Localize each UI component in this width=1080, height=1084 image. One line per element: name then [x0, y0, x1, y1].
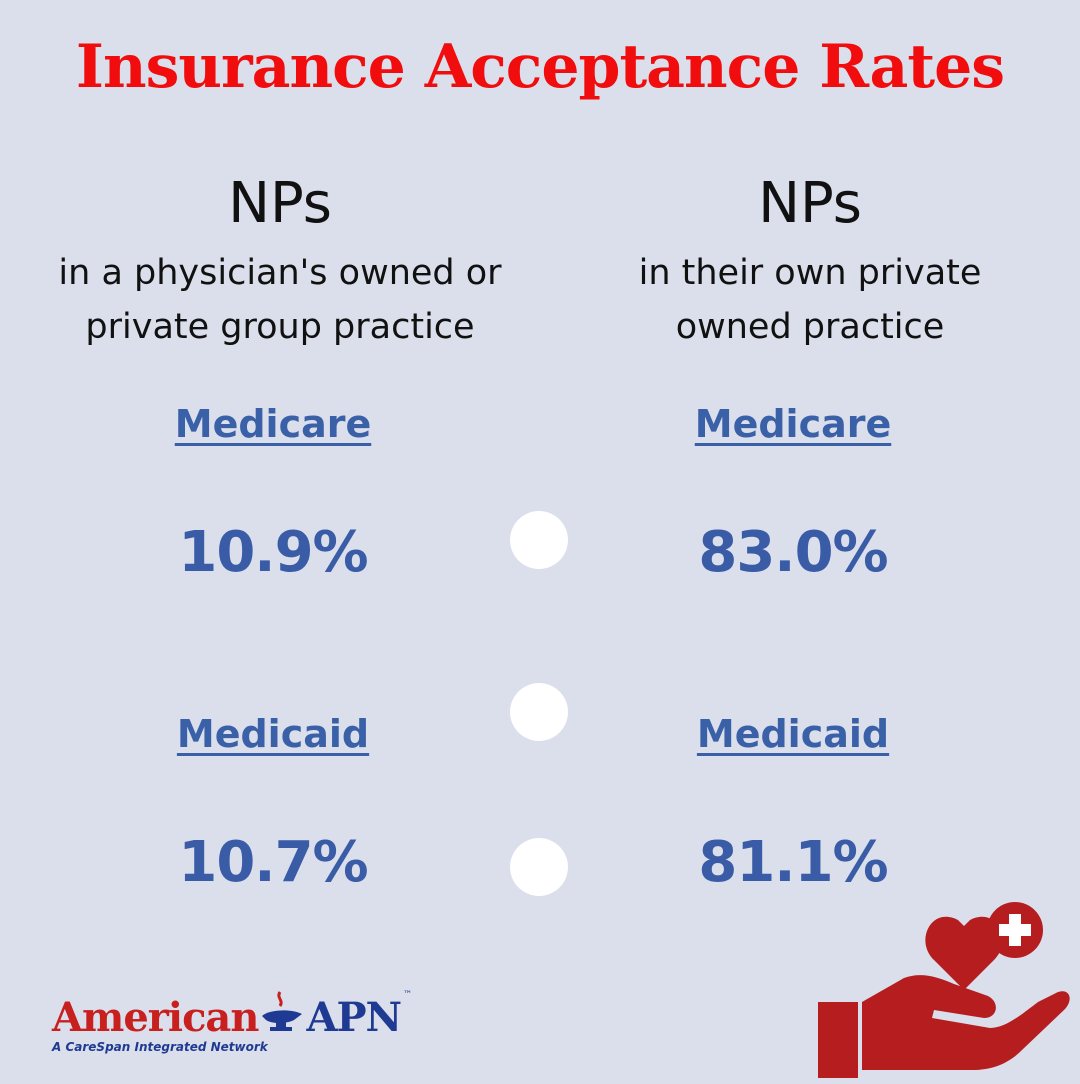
medicare-link-right[interactable]: Medicare — [694, 402, 892, 446]
column-header-physician-practice: NPs in a physician's owned or private gr… — [10, 176, 550, 354]
medicaid-rate-left: 10.7% — [178, 830, 368, 895]
medicaid-link-right[interactable]: Medicaid — [696, 712, 890, 756]
american-apn-logo: American APN ™ A CareSpan Integrated Net… — [52, 990, 412, 1054]
page-title: Insurance Acceptance Rates — [75, 32, 1005, 102]
medicare-rate-right: 83.0% — [698, 520, 888, 585]
description-line: private group practice — [85, 307, 475, 347]
column-description: in a physician's owned or private group … — [10, 246, 550, 354]
logo-brand-part2: APN — [306, 994, 402, 1041]
lamp-icon — [258, 990, 306, 1038]
medicaid-link-left[interactable]: Medicaid — [176, 712, 370, 756]
divider-dot — [510, 511, 568, 569]
divider-dot — [510, 683, 568, 741]
divider-dot — [510, 838, 568, 896]
logo-brand-part1: American — [52, 994, 259, 1041]
column-header-own-practice: NPs in their own private owned practice — [540, 176, 1080, 354]
column-heading: NPs — [758, 171, 862, 236]
column-heading: NPs — [228, 171, 332, 236]
column-description: in their own private owned practice — [540, 246, 1080, 354]
medicare-rate-left: 10.9% — [178, 520, 368, 585]
description-line: owned practice — [675, 307, 945, 347]
description-line: in their own private — [638, 253, 982, 293]
logo-tagline: A CareSpan Integrated Network — [52, 1040, 268, 1054]
medicaid-rate-right: 81.1% — [698, 830, 888, 895]
medicare-link-left[interactable]: Medicare — [174, 402, 372, 446]
logo-trademark: ™ — [403, 990, 413, 1000]
hand-heart-plus-icon — [812, 898, 1072, 1084]
description-line: in a physician's owned or — [58, 253, 502, 293]
